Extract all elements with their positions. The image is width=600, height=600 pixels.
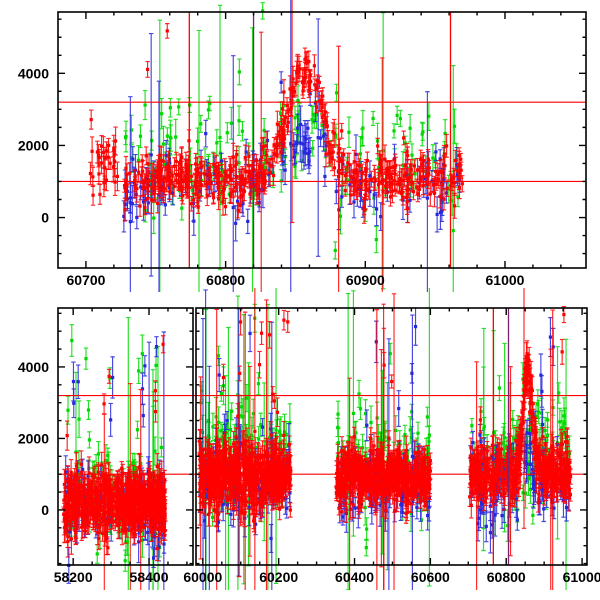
light-curve-canvas — [0, 0, 600, 600]
light-curve-figure — [0, 0, 600, 600]
